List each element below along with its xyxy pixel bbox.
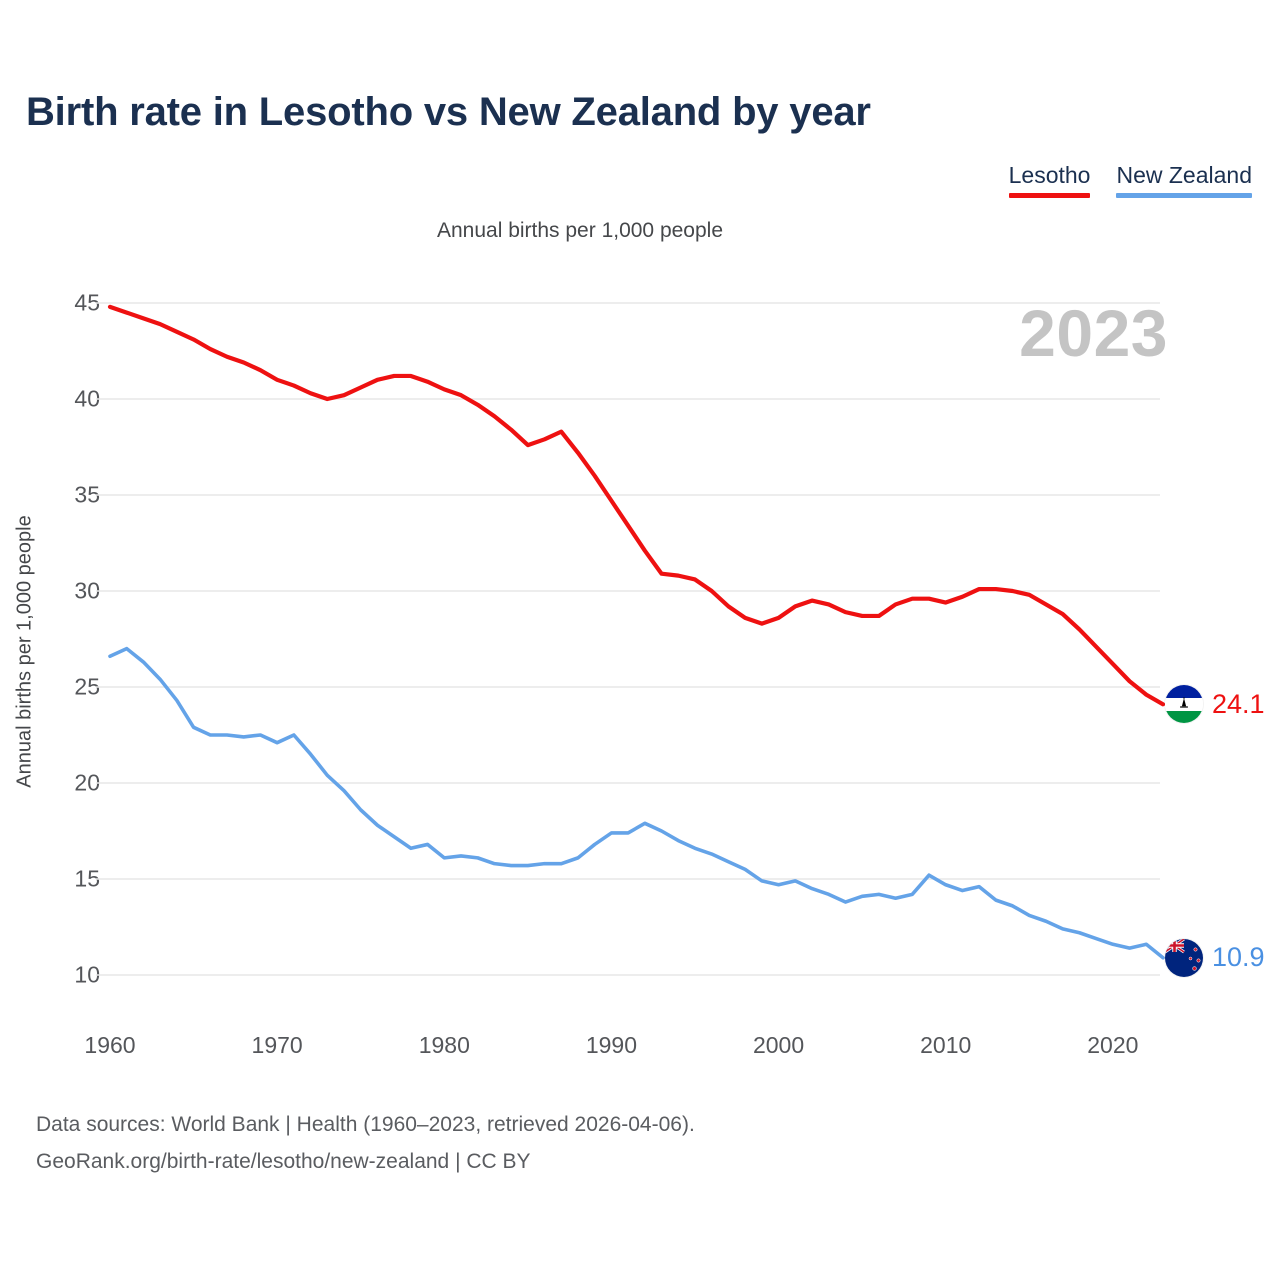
lesotho-flag-icon <box>1165 685 1203 724</box>
legend-item-lesotho[interactable]: Lesotho <box>1008 162 1091 198</box>
x-tick-label: 1990 <box>585 1032 638 1058</box>
series-line-new-zealand <box>108 646 1165 960</box>
endpoint-marker-lesotho[interactable]: 24.1 <box>1165 685 1265 724</box>
x-tick-label: 1970 <box>251 1032 303 1058</box>
x-tick-label: 1960 <box>84 1032 136 1058</box>
endpoint-value-lesotho: 24.1 <box>1212 688 1265 719</box>
footer-attribution: GeoRank.org/birth-rate/lesotho/new-zeala… <box>36 1150 531 1173</box>
legend-label-new-zealand: New Zealand <box>1116 162 1252 188</box>
nz-flag-drawing <box>1165 938 1203 977</box>
endpoint-marker-new-zealand[interactable]: 10.9 <box>1165 938 1265 977</box>
page-title: Birth rate in Lesotho vs New Zealand by … <box>26 90 871 134</box>
y-tick-label: 20 <box>74 769 100 796</box>
mokorotlo-hat-icon <box>1180 697 1188 708</box>
y-tick-label: 35 <box>74 481 100 508</box>
legend-color-rule-lesotho <box>1008 193 1091 198</box>
y-tick-label: 25 <box>74 673 100 700</box>
series-line-lesotho <box>107 304 1166 707</box>
x-tick-label: 1980 <box>418 1032 470 1058</box>
x-tick-label: 2010 <box>920 1032 972 1058</box>
x-tick-label: 2020 <box>1087 1032 1139 1058</box>
endpoint-value-new-zealand: 10.9 <box>1212 942 1265 973</box>
year-watermark: 2023 <box>1019 296 1168 370</box>
footer-data-sources: Data sources: World Bank | Health (1960–… <box>36 1113 695 1136</box>
y-tick-label: 15 <box>74 865 100 892</box>
chart-subtitle: Annual births per 1,000 people <box>436 219 724 242</box>
y-tick-label: 40 <box>74 385 100 412</box>
new-zealand-flag-icon <box>1165 938 1203 977</box>
y-tick-label: 45 <box>74 289 100 316</box>
chart-footer: Data sources: World Bank | Health (1960–… <box>36 1106 695 1180</box>
legend-color-rule-new-zealand <box>1116 193 1252 198</box>
legend-label-lesotho: Lesotho <box>1008 162 1091 188</box>
x-tick-label: 2000 <box>752 1032 805 1058</box>
y-tick-label: 10 <box>74 961 100 988</box>
legend-item-new-zealand[interactable]: New Zealand <box>1116 162 1252 198</box>
chart-legend: Lesotho New Zealand <box>1008 162 1252 198</box>
y-tick-label: 30 <box>74 577 100 604</box>
y-axis-tick-labels: 10 15 20 25 30 35 40 45 <box>0 0 100 1280</box>
